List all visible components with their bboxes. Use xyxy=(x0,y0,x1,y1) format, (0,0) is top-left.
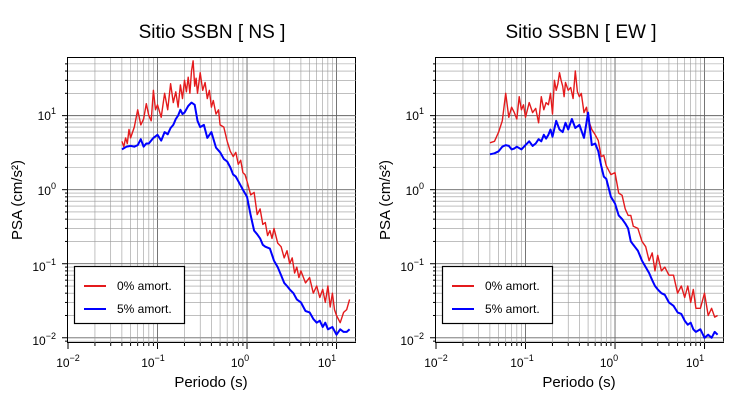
legend: 0% amort. 5% amort. xyxy=(441,265,554,325)
y-axis-label: PSA (cm/s²) xyxy=(9,160,26,240)
y-axis-ticks: 10−2 10−1 100 101 xyxy=(32,106,56,348)
y-axis-ticks: 10−2 10−1 100 101 xyxy=(400,106,424,348)
x-axis-ticks: 10−2 10−1 100 101 xyxy=(56,353,336,370)
series-line-undamped xyxy=(121,60,351,324)
series-line-damped xyxy=(489,111,719,339)
series-layer xyxy=(489,70,719,339)
y-tick-label: 10−1 xyxy=(400,257,424,274)
series-line-damped xyxy=(121,101,351,336)
x-tick-label: 101 xyxy=(318,353,336,370)
x-axis-label: Periodo (s) xyxy=(542,374,615,391)
legend-box xyxy=(441,265,554,325)
grid xyxy=(62,58,356,349)
x-tick-label: 101 xyxy=(686,353,704,370)
x-tick-label: 10−1 xyxy=(510,353,534,370)
chart-title: Sitio SSBN [ NS ] xyxy=(139,22,286,43)
legend-label-1: 5% amort. xyxy=(485,302,540,316)
legend-box xyxy=(73,265,186,325)
x-tick-label: 10−2 xyxy=(424,353,448,370)
legend-label-1: 5% amort. xyxy=(117,302,172,316)
x-tick-label: 100 xyxy=(231,353,249,370)
x-tick-label: 10−2 xyxy=(56,353,80,370)
y-tick-label: 101 xyxy=(406,106,424,123)
y-axis-label: PSA (cm/s²) xyxy=(377,160,394,240)
y-tick-label: 10−1 xyxy=(32,257,56,274)
x-axis-ticks: 10−2 10−1 100 101 xyxy=(424,353,704,370)
x-tick-label: 100 xyxy=(600,353,618,370)
x-tick-label: 10−1 xyxy=(141,353,165,370)
y-tick-label: 100 xyxy=(38,181,56,198)
panel-ew: Sitio SSBN [ EW ] 10−2 10−1 100 101 10−2… xyxy=(377,22,724,391)
legend-label-0: 0% amort. xyxy=(485,279,540,293)
series-layer xyxy=(121,60,351,336)
y-tick-label: 10−2 xyxy=(32,331,56,348)
y-tick-label: 100 xyxy=(406,181,424,198)
y-tick-label: 101 xyxy=(38,106,56,123)
chart-title: Sitio SSBN [ EW ] xyxy=(506,22,657,43)
series-line-undamped xyxy=(489,70,718,318)
y-tick-label: 10−2 xyxy=(400,331,424,348)
x-axis-label: Periodo (s) xyxy=(174,374,247,391)
legend: 0% amort. 5% amort. xyxy=(73,265,186,325)
legend-label-0: 0% amort. xyxy=(117,279,172,293)
panel-ns: Sitio SSBN [ NS ] 10−2 10−1 100 101 10−2… xyxy=(9,22,356,391)
